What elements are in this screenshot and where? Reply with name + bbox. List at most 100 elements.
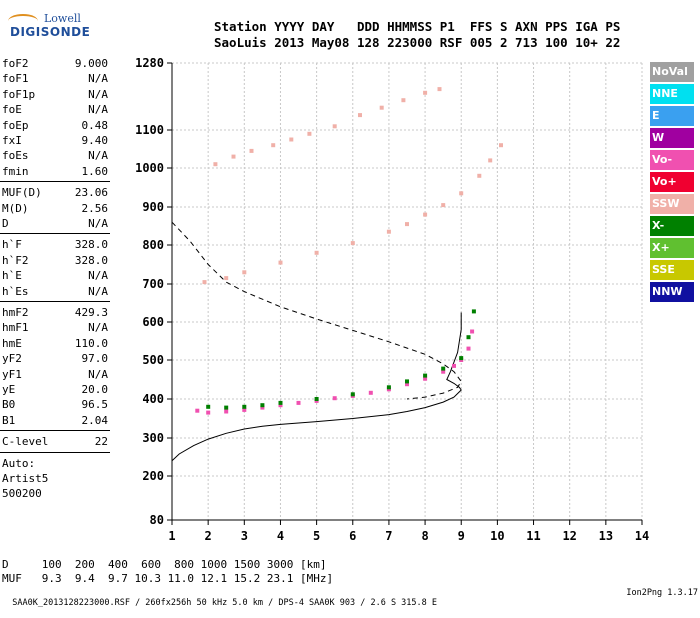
muf-table: D 100 200 400 600 800 1000 1500 3000 [km… <box>2 558 333 586</box>
echo-point <box>332 396 337 401</box>
echo-point <box>278 260 283 265</box>
param-value: 328.0 <box>74 238 108 252</box>
param-key: D <box>2 217 9 230</box>
param-key: h`E <box>2 269 22 283</box>
y-tick-label: 200 <box>142 469 164 483</box>
param-value: 9.40 <box>81 134 109 147</box>
param-row: fmin 1.60 <box>2 164 110 179</box>
param-row: h`Es N/A <box>2 284 110 299</box>
param-value: 1.60 <box>81 164 109 178</box>
echo-point <box>471 309 476 314</box>
legend-item-nne: NNE <box>650 84 694 104</box>
param-key: C-level <box>2 435 49 449</box>
param-value: N/A <box>88 103 108 117</box>
param-row: foF1 N/A <box>2 71 110 86</box>
param-value: 328.0 <box>74 253 108 267</box>
echo-point <box>466 346 471 351</box>
echo-point <box>441 203 446 208</box>
y-tick-label: 1100 <box>135 123 164 137</box>
param-value: N/A <box>88 269 108 283</box>
echo-point <box>466 335 471 340</box>
echo-point <box>405 222 409 227</box>
param-separator <box>0 301 110 302</box>
param-row: foEs N/A <box>2 148 110 163</box>
x-tick-label: 5 <box>313 529 320 543</box>
param-row: D N/A <box>2 216 110 231</box>
param-separator <box>0 233 110 235</box>
param-key: yE <box>2 383 16 396</box>
param-key: MUF(D) <box>2 186 42 200</box>
param-row: yF1 N/A <box>2 367 110 382</box>
param-key: B0 <box>2 398 16 412</box>
param-value: N/A <box>88 284 108 298</box>
param-row: B0 96.5 <box>2 397 110 412</box>
echo-point <box>206 410 211 415</box>
param-row: foF1p N/A <box>2 87 110 102</box>
param-key: foEp <box>2 118 29 132</box>
param-value: 23.06 <box>74 186 108 200</box>
echo-point <box>401 98 406 103</box>
param-value: 97.0 <box>81 352 109 366</box>
param-value: 110.0 <box>74 336 108 350</box>
legend-item-vo: Vo+ <box>650 172 694 192</box>
param-row: hmF2 429.3 <box>2 305 110 320</box>
param-key: yF2 <box>2 352 22 366</box>
param-row: hmF1 N/A <box>2 320 110 335</box>
legend-item-x: X- <box>650 216 694 236</box>
param-key: foF1p <box>2 87 36 101</box>
y-tick-label: 700 <box>142 277 164 291</box>
echo-point <box>452 363 456 368</box>
y-tick-label: 300 <box>142 431 164 445</box>
param-row: h`E N/A <box>2 268 110 283</box>
echo-point <box>441 366 446 371</box>
echo-point <box>242 407 247 412</box>
param-row: foF2 9.000 <box>2 56 110 71</box>
ionogram-plot: 1 2 3 4 5 6 7 8 9 10 11 12 13 14802003004005006007008… <box>135 56 649 543</box>
param-row: fxI 9.40 <box>2 133 110 148</box>
param-key: hmF2 <box>2 306 29 319</box>
echo-point <box>307 131 312 136</box>
echo-point <box>278 403 283 408</box>
legend-item-noval: NoVal <box>650 62 694 82</box>
echo-point <box>296 400 301 405</box>
x-tick-label: 13 <box>599 529 613 543</box>
param-row: foE N/A <box>2 102 110 117</box>
echo-point <box>332 124 337 129</box>
param-value: N/A <box>88 72 108 86</box>
param-key: h`Es <box>2 284 29 298</box>
param-row: foEp 0.48 <box>2 118 110 133</box>
param-value: N/A <box>88 367 108 381</box>
header-line2: SaoLuis 2013 May08 128 223000 RSF 005 2 … <box>214 35 621 50</box>
param-value: N/A <box>88 321 108 335</box>
param-separator <box>0 430 110 432</box>
profile-bound-dashed <box>171 221 462 400</box>
logo-arc-icon <box>8 14 38 28</box>
x-tick-label: 9 <box>458 529 465 543</box>
echo-point <box>271 143 276 148</box>
echo-point <box>477 173 482 178</box>
param-row: B1 2.04 <box>2 413 110 428</box>
auto-scaler-label: 500200 <box>2 487 42 501</box>
param-key: yF1 <box>2 367 22 381</box>
x-tick-label: 10 <box>490 529 504 543</box>
echo-point <box>405 382 409 387</box>
x-tick-label: 1 <box>168 529 175 543</box>
param-row: M(D) 2.56 <box>2 201 110 216</box>
echo-point <box>314 397 319 401</box>
header-line1: Station YYYY DAY DDD HHMMSS P1 FFS S AXN… <box>214 19 621 34</box>
param-value: 2.04 <box>81 413 109 427</box>
echo-point <box>459 191 464 196</box>
echo-point <box>289 137 294 142</box>
param-value: N/A <box>88 217 108 230</box>
x-tick-label: 4 <box>277 529 284 543</box>
param-key: fmin <box>2 164 29 178</box>
footer-version: Ion2Png 1.3.17 <box>626 588 698 598</box>
param-value: 22 <box>94 435 108 449</box>
echo-point <box>488 158 493 163</box>
echo-point <box>314 250 319 255</box>
param-value: 429.3 <box>74 306 108 319</box>
echo-point <box>278 400 283 405</box>
echo-point <box>224 405 229 410</box>
param-row: hmE 110.0 <box>2 336 110 351</box>
auto-scaler-label: Auto: <box>2 456 36 470</box>
